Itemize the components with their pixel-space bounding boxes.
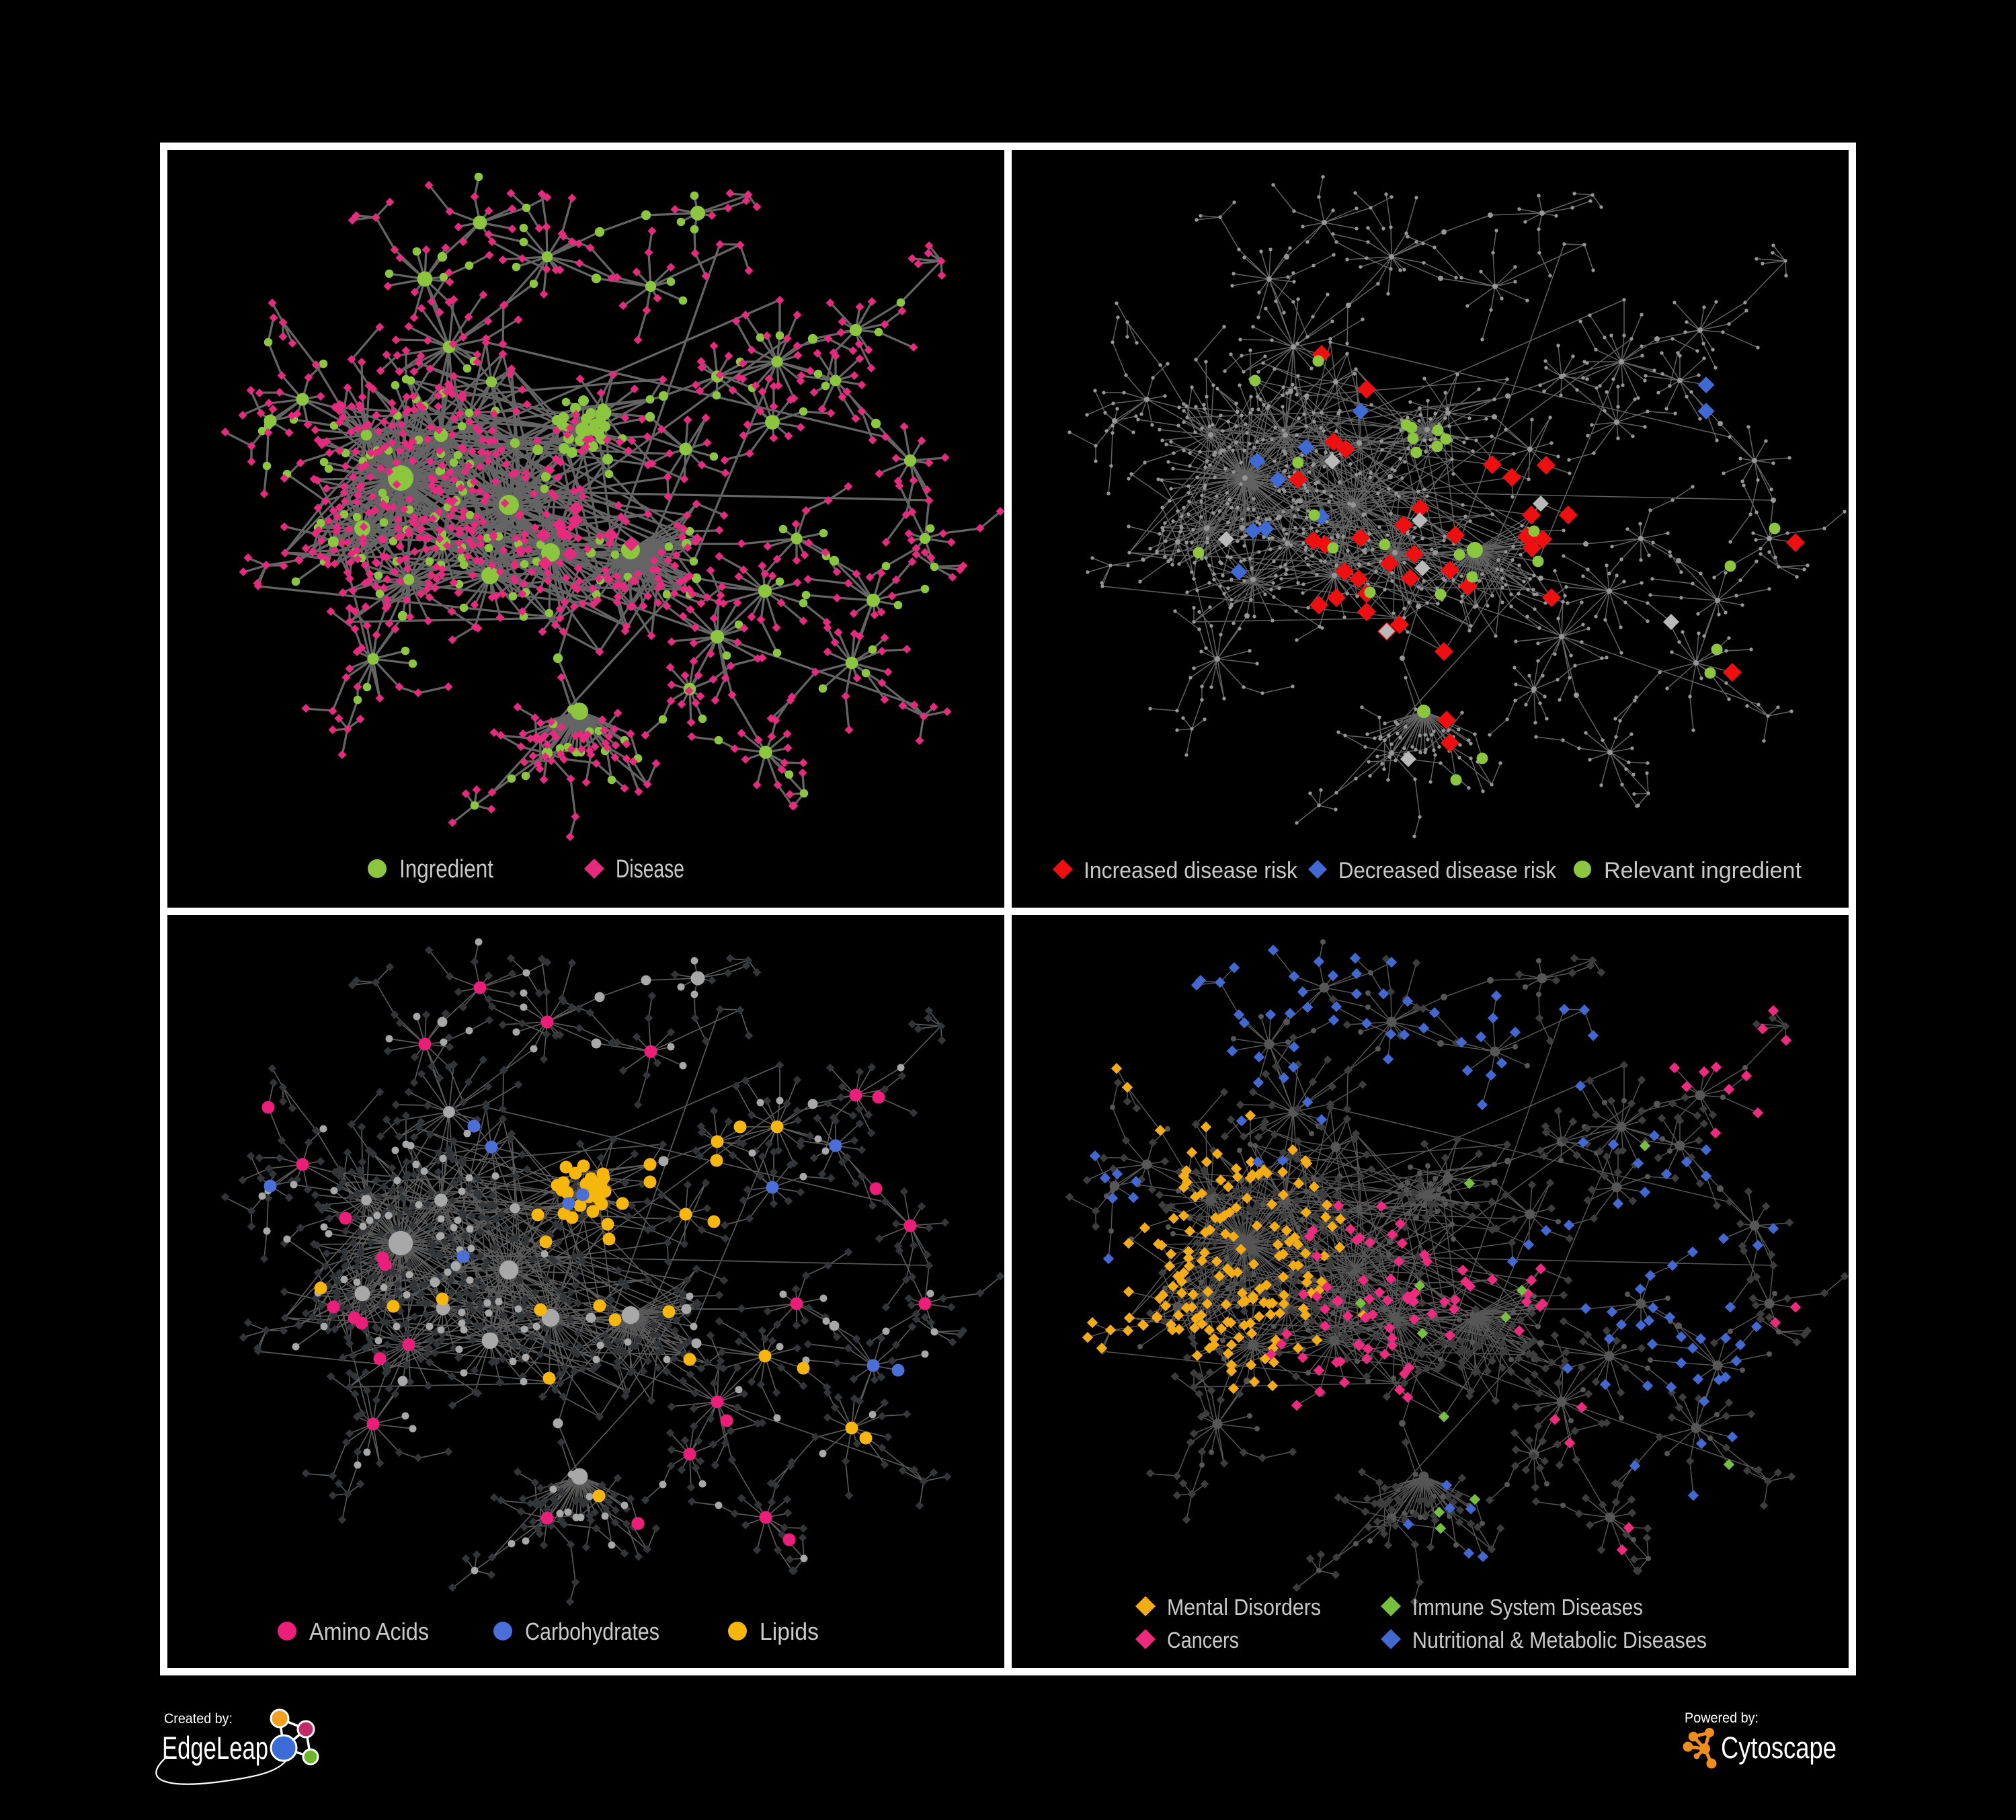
svg-text:Increased disease risk: Increased disease risk	[1084, 858, 1298, 883]
svg-text:Ingredient: Ingredient	[399, 855, 493, 883]
svg-text:Cytoscape: Cytoscape	[1721, 1731, 1837, 1765]
svg-text:Carbohydrates: Carbohydrates	[525, 1618, 659, 1645]
svg-text:Relevant ingredient: Relevant ingredient	[1604, 858, 1802, 883]
svg-text:Mental Disorders: Mental Disorders	[1167, 1595, 1321, 1620]
svg-text:Created by:: Created by:	[164, 1711, 233, 1727]
svg-text:Cancers: Cancers	[1167, 1628, 1239, 1653]
svg-text:Amino Acids: Amino Acids	[309, 1618, 429, 1645]
svg-text:Disease: Disease	[616, 855, 684, 883]
svg-text:Lipids: Lipids	[760, 1618, 819, 1645]
svg-text:Nutritional & Metabolic Diseas: Nutritional & Metabolic Diseases	[1412, 1628, 1707, 1653]
svg-text:Decreased disease risk: Decreased disease risk	[1338, 858, 1557, 883]
svg-text:Powered by:: Powered by:	[1685, 1710, 1759, 1726]
svg-text:EdgeLeap: EdgeLeap	[162, 1730, 268, 1766]
svg-text:Immune System Diseases: Immune System Diseases	[1412, 1595, 1643, 1620]
